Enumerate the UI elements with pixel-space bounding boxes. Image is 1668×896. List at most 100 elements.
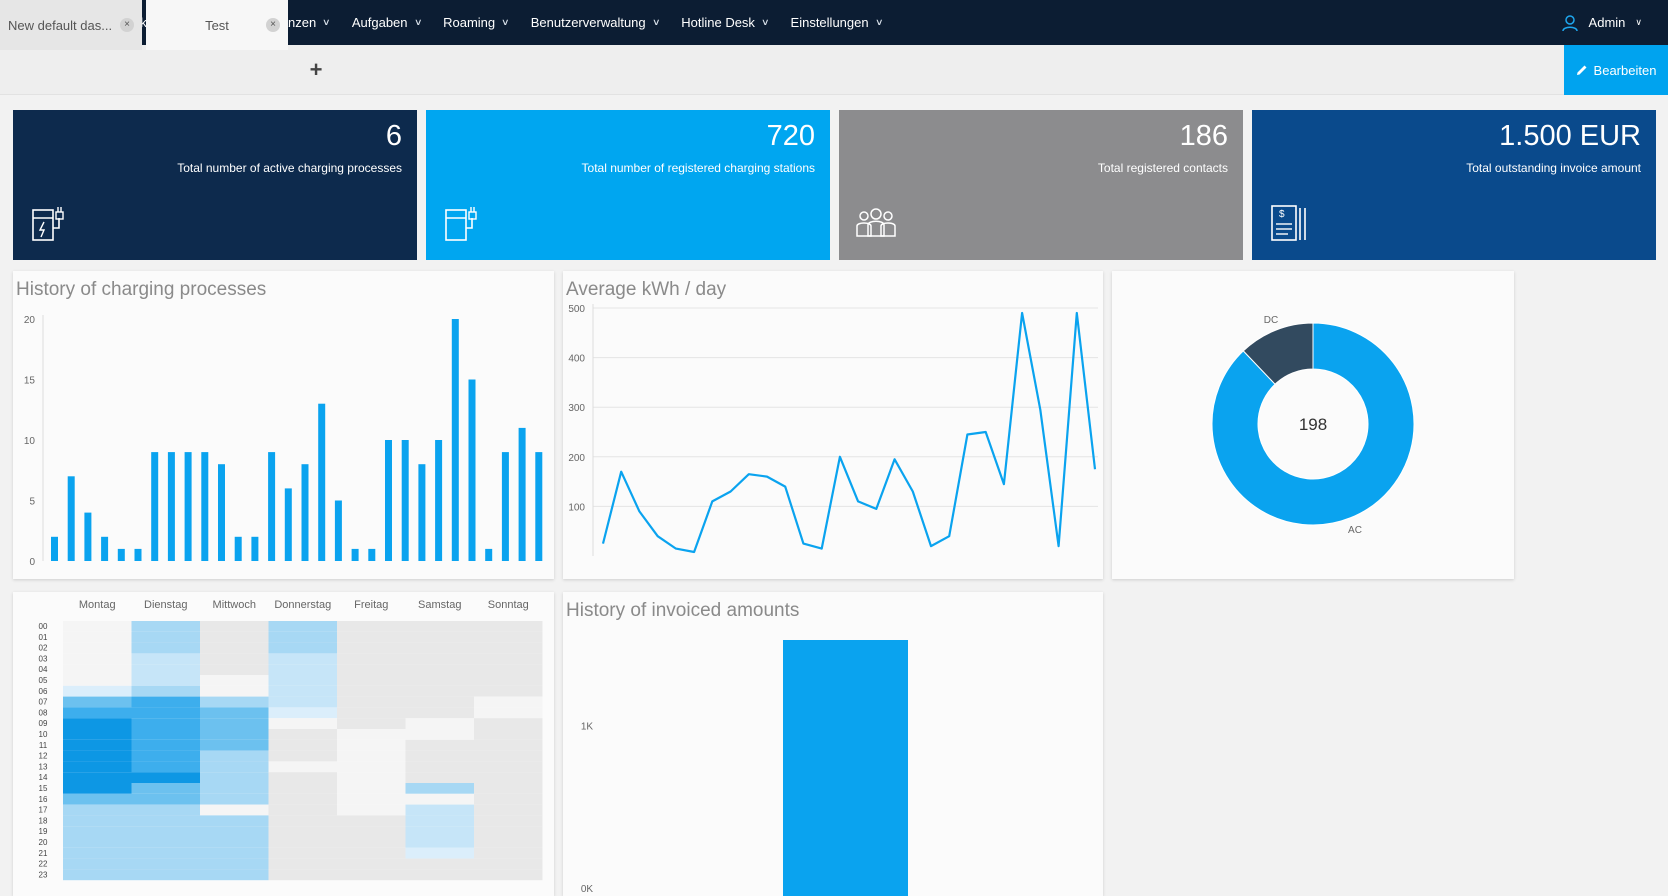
heatmap-cell [200,729,269,740]
edit-button[interactable]: Bearbeiten [1564,45,1668,95]
kpi-value: 720 [766,120,815,152]
kpi-card-active-charging[interactable]: 6 Total number of active charging proces… [13,110,417,260]
heatmap-cell [63,685,132,697]
invoiced-history-panel: History of invoiced amounts 0K 1K [563,592,1103,896]
chevron-down-icon: ∨ [501,17,510,27]
heatmap-cell [200,685,269,697]
heatmap-row-label: 20 [39,838,48,847]
heatmap-cell [63,707,132,719]
heatmap-cell [268,837,337,848]
heatmap-cell [474,621,543,632]
nav-item-aufgaben[interactable]: Aufgaben ∨ [341,0,432,45]
heatmap-cell [474,869,543,881]
heatmap-cell [405,653,474,665]
heatmap-cell [200,642,269,654]
nav-item-label: Aufgaben [351,15,408,30]
kpi-card-outstanding-invoices[interactable]: 1.500 EUR Total outstanding invoice amou… [1252,110,1656,260]
bar [783,640,908,896]
bar [151,452,159,561]
heatmap-cell [474,696,543,708]
heatmap-cell [337,750,406,762]
heatmap-cell [63,858,132,870]
heatmap-cell [268,761,337,773]
heatmap-cell [200,815,269,827]
heatmap-cell [405,685,474,697]
heatmap-cell [131,804,200,816]
nav-item-label: Roaming [443,15,496,30]
kpi-label: Total registered contacts [1097,161,1228,175]
heatmap-cell [63,653,132,665]
heatmap-row-label: 04 [39,665,48,674]
heatmap-row-label: 15 [39,784,48,793]
y-tick-label: 5 [29,497,35,508]
close-icon[interactable]: × [120,18,134,32]
heatmap-cell [200,718,269,729]
charging-station-icon [445,207,477,241]
heatmap-row-label: 16 [39,795,48,804]
close-icon[interactable]: × [266,18,280,32]
heatmap-cell [268,664,337,675]
heatmap-cell [474,837,543,848]
heatmap-cell [337,653,406,665]
nav-item-hotline-desk[interactable]: Hotline Desk ∨ [670,0,779,45]
heatmap-cell [337,739,406,751]
heatmap-cell [405,804,474,816]
bar [334,500,342,561]
heatmap-cell [474,653,543,665]
bar [368,548,376,561]
user-menu[interactable]: Admin ∨ [1561,0,1642,45]
heatmap-row-label: 00 [39,622,48,631]
add-tab-button[interactable]: + [298,45,334,95]
heatmap-cell [131,815,200,827]
heatmap-cell [63,815,132,827]
heatmap-cell [405,772,474,783]
nav-item-roaming[interactable]: Roaming ∨ [432,0,520,45]
charging-station-icon [32,207,64,241]
bar [251,536,259,561]
heatmap-cell [405,815,474,827]
heatmap-cell [268,858,337,870]
heatmap-cell [63,696,132,708]
heatmap-cell [200,621,269,632]
heatmap-cell [405,642,474,654]
heatmap-cell [405,621,474,632]
heatmap-cell [268,783,337,794]
edit-label: Bearbeiten [1593,62,1657,78]
heatmap-row-label: 14 [39,773,48,782]
heatmap-cell [405,837,474,848]
heatmap-cell [474,783,543,794]
tab-new-default-dashboard[interactable]: New default das... × [0,0,142,50]
tab-test[interactable]: Test × [146,0,288,50]
heatmap-cell [131,772,200,783]
heatmap-cell [200,761,269,773]
heatmap-cell [131,621,200,632]
heatmap-cell [474,858,543,870]
nav-item-benutzerverwaltung[interactable]: Benutzerverwaltung ∨ [520,0,671,45]
kpi-card-registered-stations[interactable]: 720 Total number of registered charging … [426,110,830,260]
heatmap-cell [63,739,132,751]
heatmap-cell [131,718,200,729]
bar [184,452,192,561]
bar [51,536,58,561]
heatmap-cell [131,707,200,719]
bar [451,319,459,561]
heatmap-cell [268,642,337,654]
heatmap-cell [474,707,543,719]
heatmap-cell [337,793,406,805]
bar [485,548,493,561]
heatmap-cell [405,869,474,881]
bar [284,488,292,561]
charging-type-donut-chart: AC DC 198 [1211,315,1415,536]
heatmap-cell [405,729,474,740]
heatmap-row-label: 23 [39,870,48,879]
kpi-card-registered-contacts[interactable]: 186 Total registered contacts [839,110,1243,260]
kpi-label: Total outstanding invoice amount [1466,161,1641,175]
heatmap-column-label: Freitag [354,599,388,611]
heatmap-cell [268,772,337,783]
heatmap-cell [474,826,543,837]
heatmap-cell [405,761,474,773]
nav-item-einstellungen[interactable]: Einstellungen ∨ [780,0,894,45]
heatmap-cell [63,675,132,686]
bar [518,427,526,561]
heatmap-cell [63,631,132,643]
